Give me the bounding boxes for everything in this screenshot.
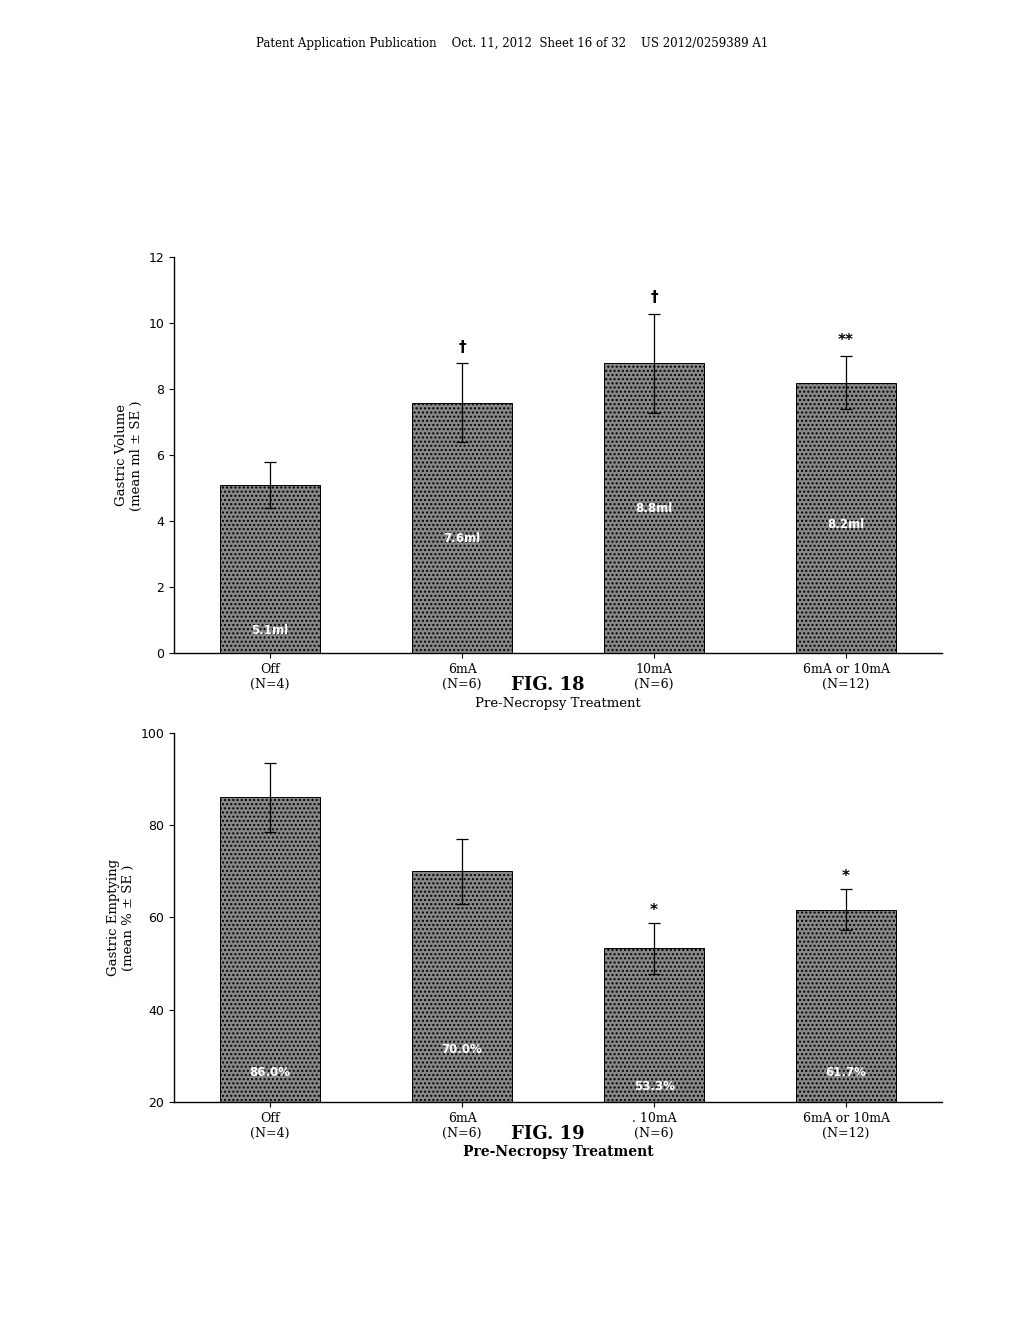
Text: FIG. 18: FIG. 18 (511, 676, 585, 694)
Bar (412, 871, 512, 1195)
Text: †: † (459, 339, 466, 355)
Bar (604, 948, 705, 1195)
Bar (797, 909, 896, 1195)
Text: 70.0%: 70.0% (441, 1043, 482, 1056)
Bar (412, 403, 512, 653)
Text: Patent Application Publication    Oct. 11, 2012  Sheet 16 of 32    US 2012/02593: Patent Application Publication Oct. 11, … (256, 37, 768, 50)
Text: 5.1ml: 5.1ml (252, 624, 289, 636)
Text: *: * (842, 869, 850, 884)
Y-axis label: Gastric Emptying
(mean % ± SE ): Gastric Emptying (mean % ± SE ) (106, 859, 135, 975)
Text: FIG. 19: FIG. 19 (511, 1125, 585, 1143)
Bar (797, 383, 896, 653)
X-axis label: Pre-Necropsy Treatment: Pre-Necropsy Treatment (463, 1146, 653, 1159)
Y-axis label: Gastric Volume
(mean ml ± SE ): Gastric Volume (mean ml ± SE ) (115, 400, 143, 511)
X-axis label: Pre-Necropsy Treatment: Pre-Necropsy Treatment (475, 697, 641, 710)
Bar (220, 486, 319, 653)
Text: 86.0%: 86.0% (250, 1067, 291, 1080)
Bar (220, 797, 319, 1195)
Text: 53.3%: 53.3% (634, 1080, 675, 1093)
Bar (604, 363, 705, 653)
Text: **: ** (838, 333, 854, 348)
Text: 7.6ml: 7.6ml (443, 532, 480, 544)
Text: 8.2ml: 8.2ml (827, 519, 864, 532)
Text: 8.8ml: 8.8ml (636, 502, 673, 515)
Text: 61.7%: 61.7% (825, 1067, 866, 1080)
Text: †: † (650, 290, 657, 305)
Text: *: * (650, 903, 658, 919)
